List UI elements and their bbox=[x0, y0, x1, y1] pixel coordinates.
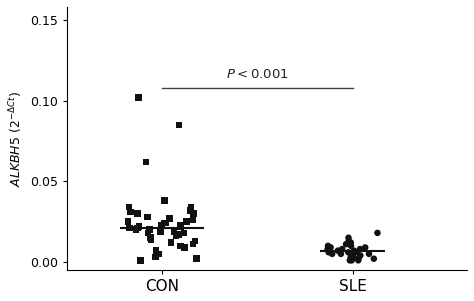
Point bbox=[142, 160, 150, 164]
Point bbox=[325, 248, 333, 253]
Point bbox=[347, 240, 355, 245]
Point bbox=[328, 251, 336, 256]
Point bbox=[177, 224, 184, 229]
Point bbox=[347, 244, 355, 248]
Point bbox=[160, 221, 168, 226]
Point bbox=[183, 219, 191, 224]
Point bbox=[177, 222, 184, 227]
Point bbox=[346, 258, 354, 263]
Point bbox=[345, 239, 353, 244]
Point bbox=[135, 95, 142, 100]
Point bbox=[353, 250, 360, 255]
Point bbox=[189, 218, 197, 222]
Point bbox=[347, 255, 355, 259]
Point bbox=[187, 205, 195, 209]
Point bbox=[355, 258, 362, 263]
Point bbox=[349, 255, 357, 259]
Point bbox=[355, 256, 362, 261]
Point bbox=[324, 244, 332, 248]
Point bbox=[156, 229, 164, 234]
Point bbox=[365, 251, 373, 256]
Point bbox=[327, 245, 335, 250]
Point bbox=[173, 234, 180, 238]
Point bbox=[325, 250, 332, 255]
Point bbox=[137, 258, 144, 263]
Point bbox=[170, 229, 178, 234]
Point bbox=[345, 235, 352, 240]
Point bbox=[324, 247, 331, 251]
Point bbox=[144, 214, 151, 219]
Point bbox=[174, 232, 182, 237]
Point bbox=[356, 247, 364, 251]
Point bbox=[147, 237, 155, 242]
Point bbox=[147, 235, 155, 240]
Point bbox=[334, 248, 342, 253]
Point bbox=[181, 245, 189, 250]
Point bbox=[345, 250, 352, 255]
Point bbox=[342, 242, 350, 247]
Point bbox=[155, 251, 163, 256]
Point bbox=[337, 251, 345, 256]
Point bbox=[361, 245, 369, 250]
Point bbox=[161, 198, 168, 203]
Point bbox=[350, 248, 358, 253]
Point bbox=[192, 256, 200, 261]
Point bbox=[190, 242, 197, 247]
Point bbox=[338, 247, 346, 251]
Point bbox=[190, 211, 198, 216]
Point bbox=[135, 224, 143, 229]
Point bbox=[348, 253, 356, 258]
Point bbox=[370, 256, 378, 261]
Point bbox=[126, 226, 133, 231]
Point bbox=[180, 231, 188, 235]
Point bbox=[134, 211, 141, 216]
Point bbox=[132, 227, 140, 232]
Point bbox=[144, 231, 152, 235]
Y-axis label: $\mathit{ALKBH5}$ $(2^{-\Delta Ct})$: $\mathit{ALKBH5}$ $(2^{-\Delta Ct})$ bbox=[7, 90, 25, 187]
Point bbox=[167, 240, 175, 245]
Point bbox=[134, 226, 141, 231]
Point bbox=[127, 209, 134, 214]
Point bbox=[157, 222, 165, 227]
Point bbox=[348, 258, 356, 263]
Point bbox=[125, 205, 133, 209]
Point bbox=[175, 123, 182, 127]
Point bbox=[152, 248, 160, 253]
Point bbox=[162, 221, 170, 226]
Point bbox=[146, 227, 153, 232]
Point bbox=[191, 239, 199, 244]
Point bbox=[152, 255, 159, 259]
Point bbox=[125, 219, 132, 224]
Text: $P < 0.001$: $P < 0.001$ bbox=[226, 68, 289, 81]
Point bbox=[186, 208, 193, 213]
Point bbox=[374, 231, 381, 235]
Point bbox=[356, 253, 364, 258]
Point bbox=[177, 244, 184, 248]
Point bbox=[166, 216, 173, 221]
